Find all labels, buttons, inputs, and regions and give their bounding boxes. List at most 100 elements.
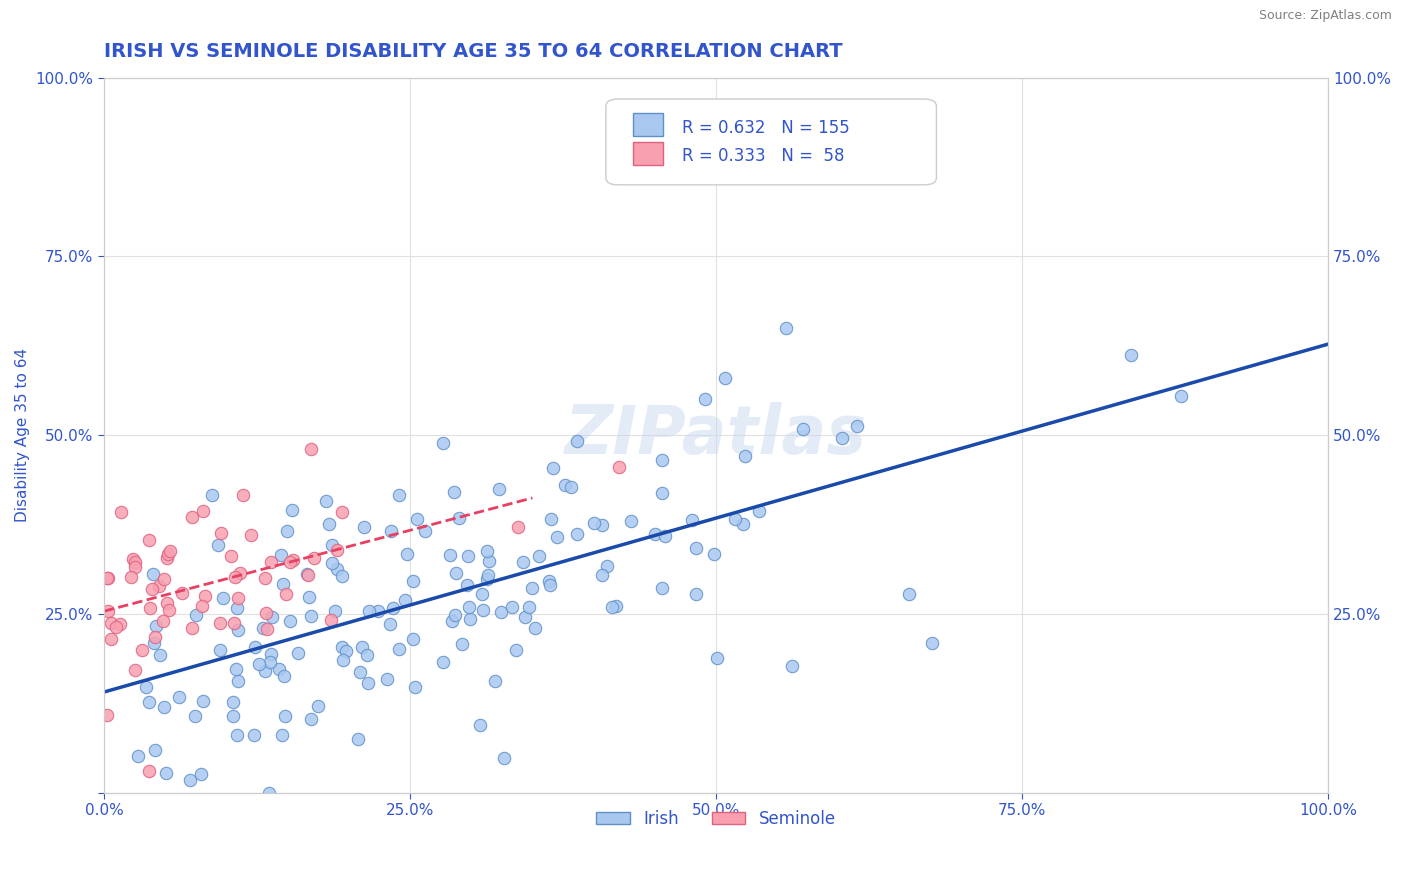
Point <box>271 728 294 742</box>
FancyBboxPatch shape <box>633 113 664 136</box>
Point <box>349 665 371 680</box>
Point <box>347 732 370 747</box>
Point <box>108 617 131 632</box>
Point <box>254 664 277 678</box>
Point <box>298 590 321 604</box>
Point <box>520 581 543 595</box>
Point <box>321 538 343 552</box>
Point <box>595 559 617 574</box>
Point <box>226 673 249 688</box>
Point <box>471 603 494 617</box>
Point <box>685 587 707 601</box>
Point <box>124 560 146 574</box>
Point <box>734 450 756 464</box>
Point <box>693 392 716 406</box>
Point <box>600 599 623 614</box>
Point <box>271 577 294 591</box>
Point <box>273 669 295 683</box>
Point <box>222 695 245 709</box>
Point <box>505 643 527 657</box>
Point <box>318 517 340 532</box>
Point <box>388 641 411 656</box>
Point <box>143 743 166 757</box>
Point <box>554 478 576 492</box>
Point <box>228 591 250 605</box>
Point <box>134 681 156 695</box>
Point <box>104 620 127 634</box>
Point <box>97 604 120 618</box>
Point <box>582 516 605 530</box>
Point <box>224 569 246 583</box>
Point <box>96 707 118 722</box>
Point <box>921 636 943 650</box>
Point <box>538 577 561 591</box>
Point <box>232 488 254 502</box>
Point <box>97 571 120 585</box>
Point <box>458 612 481 626</box>
Point <box>508 520 530 534</box>
Point <box>780 659 803 673</box>
Point <box>209 615 232 630</box>
Point <box>357 676 380 690</box>
Text: R = 0.632   N = 155: R = 0.632 N = 155 <box>682 119 849 136</box>
Point <box>96 571 118 585</box>
Point <box>143 636 166 650</box>
Point <box>157 603 180 617</box>
Point <box>100 615 122 630</box>
Point <box>681 513 703 527</box>
Point <box>229 566 252 581</box>
Point <box>605 599 627 614</box>
FancyBboxPatch shape <box>606 99 936 185</box>
Point <box>302 550 325 565</box>
Point <box>190 767 212 781</box>
Point <box>620 514 643 528</box>
Point <box>297 568 319 582</box>
Point <box>685 541 707 555</box>
Point <box>731 516 754 531</box>
Point <box>167 690 190 704</box>
Point <box>477 572 499 586</box>
Point <box>240 527 263 541</box>
Point <box>254 606 277 620</box>
Point <box>375 672 398 686</box>
Point <box>138 695 160 709</box>
Point <box>644 526 666 541</box>
Point <box>357 604 380 618</box>
Point <box>565 527 588 541</box>
Point <box>541 461 564 475</box>
Point <box>478 554 501 568</box>
Point <box>159 544 181 558</box>
Point <box>775 321 797 335</box>
Point <box>226 728 249 742</box>
Point <box>326 562 349 576</box>
Point <box>181 621 204 635</box>
Point <box>352 640 374 654</box>
FancyBboxPatch shape <box>633 142 664 165</box>
Point <box>492 750 515 764</box>
Point <box>471 586 494 600</box>
Point <box>148 579 170 593</box>
Point <box>276 524 298 539</box>
Point <box>225 601 247 615</box>
Point <box>194 589 217 603</box>
Point <box>651 452 673 467</box>
Point <box>278 614 301 628</box>
Point <box>432 655 454 669</box>
Point <box>356 648 378 663</box>
Point <box>439 548 461 562</box>
Point <box>252 622 274 636</box>
Point <box>330 505 353 519</box>
Point <box>451 637 474 651</box>
Point <box>488 482 510 496</box>
Point <box>591 568 613 582</box>
Point <box>247 657 270 671</box>
Point <box>792 422 814 436</box>
Point <box>283 553 305 567</box>
Point <box>540 512 562 526</box>
Point <box>527 549 550 563</box>
Point <box>142 567 165 582</box>
Point <box>380 524 402 539</box>
Point <box>475 544 498 558</box>
Point <box>124 555 146 569</box>
Point <box>714 371 737 385</box>
